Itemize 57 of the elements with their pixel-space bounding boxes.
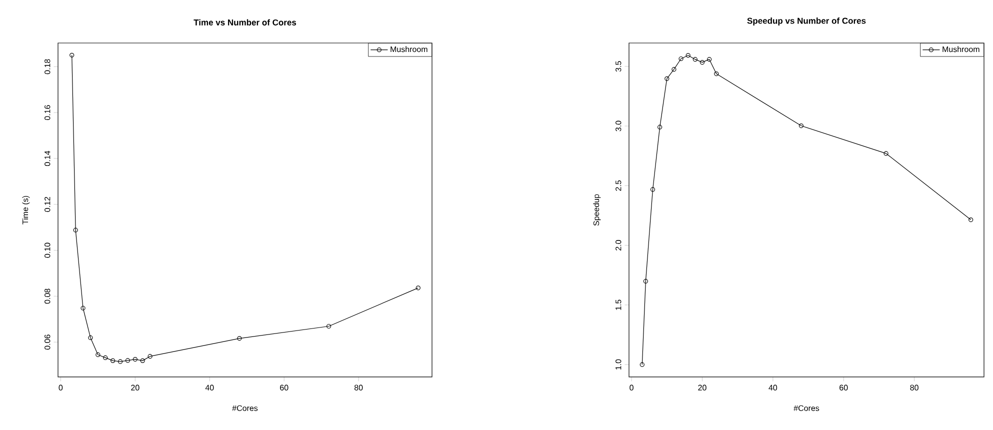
legend-label: Mushroom	[390, 46, 428, 52]
x-tick-label: 20	[698, 384, 706, 390]
y-tick-label: 1.0	[616, 359, 622, 370]
point	[884, 151, 888, 156]
point	[125, 358, 130, 363]
chart-title: Speedup vs Number of Cores	[747, 18, 866, 26]
x-tick-label: 80	[354, 384, 363, 390]
x-tick-label: 20	[131, 384, 140, 390]
x-tick-label: 60	[280, 384, 288, 390]
y-tick-label: 0.12	[44, 196, 50, 212]
y-tick-label: 0.16	[44, 105, 50, 120]
point	[664, 76, 670, 81]
chart-title: Time vs Number of Cores	[194, 19, 296, 26]
y-tick-label: 0.14	[44, 150, 50, 166]
point	[118, 359, 123, 364]
point	[140, 358, 145, 363]
y-tick-label: 0.18	[44, 59, 50, 74]
point	[658, 124, 662, 130]
point	[237, 336, 242, 341]
y-tick-label: 1.5	[616, 300, 622, 310]
point	[73, 228, 78, 232]
y-axis-title: Time (s)	[22, 196, 30, 224]
x-tick-label: 0	[630, 384, 634, 390]
point	[798, 123, 804, 128]
y-tick-label: 3.0	[616, 120, 622, 132]
y-tick-label: 0.10	[44, 242, 50, 258]
point	[707, 57, 712, 62]
point	[700, 60, 705, 65]
point	[103, 355, 108, 360]
point	[110, 358, 116, 363]
point	[678, 56, 684, 62]
point	[692, 57, 698, 62]
point	[148, 354, 152, 359]
point	[643, 278, 648, 284]
point	[714, 71, 719, 76]
x-tick-label: 60	[840, 384, 848, 390]
x-axis-title: #Cores	[232, 405, 258, 411]
point	[96, 352, 100, 358]
y-tick-label: 2.0	[616, 240, 622, 250]
y-tick-label: 2.5	[616, 180, 622, 191]
point	[326, 324, 332, 329]
point	[650, 187, 656, 192]
y-axis-title: Speedup	[593, 194, 601, 226]
legend-label: Mushroom	[942, 46, 980, 52]
point	[672, 67, 676, 72]
point	[686, 53, 690, 58]
y-tick-label: 0.06	[44, 334, 50, 350]
x-tick-label: 80	[910, 384, 918, 390]
y-tick-label: 0.08	[44, 288, 50, 304]
x-tick-label: 40	[768, 384, 778, 390]
point	[80, 306, 86, 310]
x-tick-label: 0	[58, 384, 63, 390]
y-tick-label: 3.5	[616, 61, 622, 72]
point	[88, 335, 93, 340]
point	[132, 357, 138, 362]
x-axis-title: #Cores	[794, 405, 820, 411]
x-tick-label: 40	[205, 384, 214, 390]
